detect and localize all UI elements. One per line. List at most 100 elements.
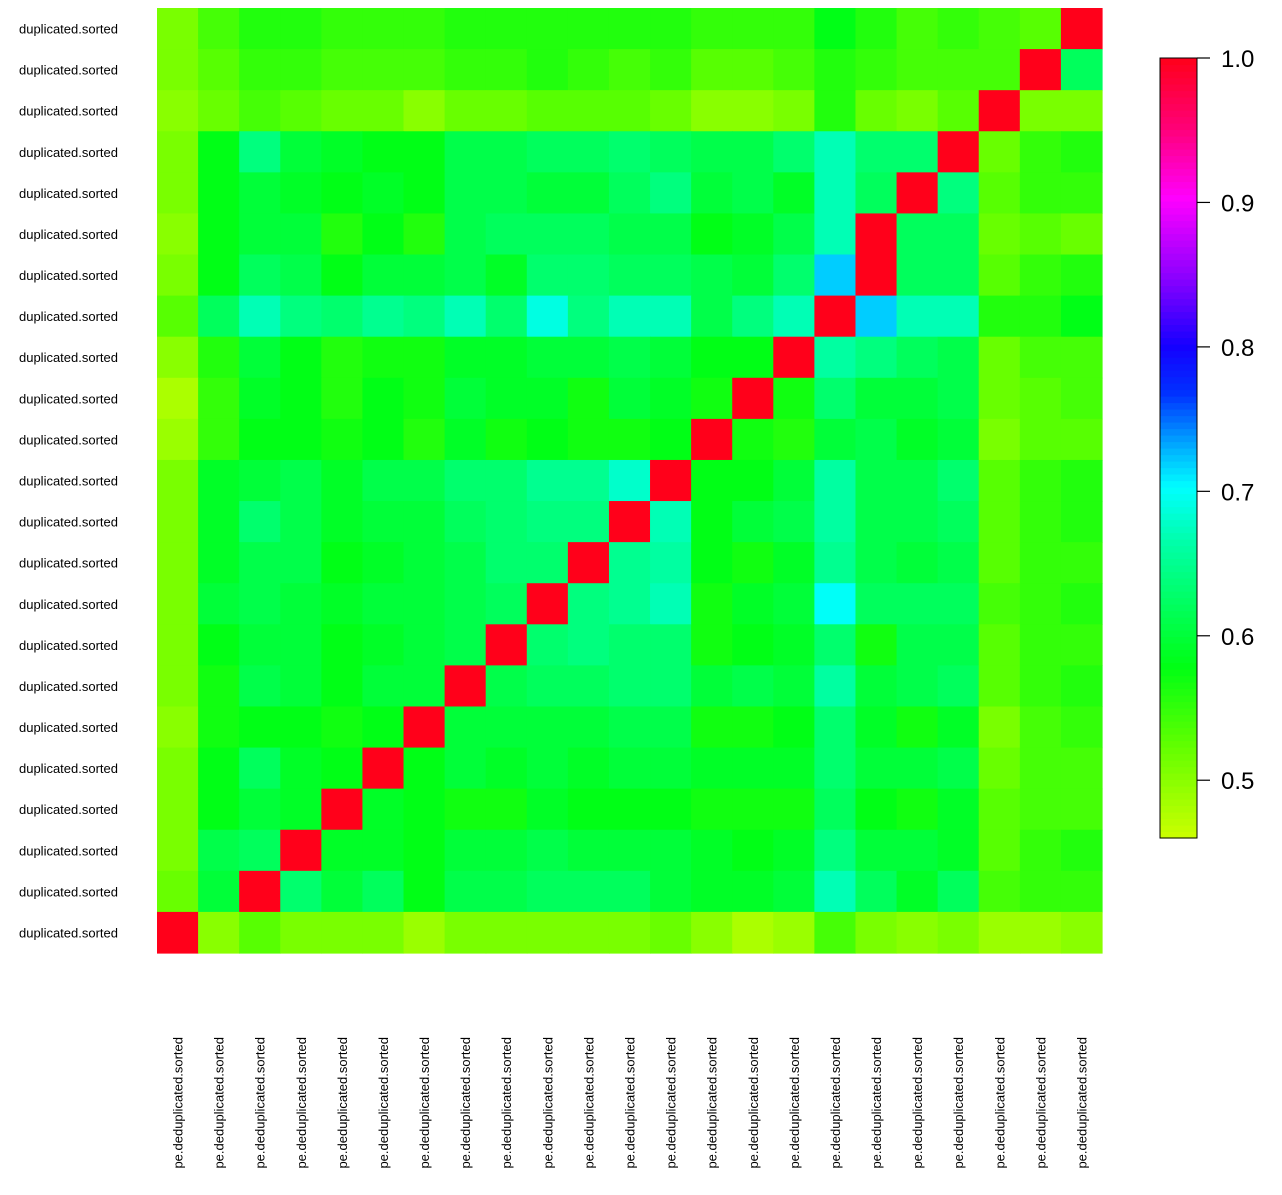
- heatmap-cell: [814, 706, 857, 749]
- color-key-swatch: [1160, 58, 1197, 66]
- heatmap-cell: [937, 131, 980, 173]
- heatmap-cell: [444, 870, 487, 913]
- heatmap-cell: [855, 665, 898, 708]
- color-key-swatch: [1160, 643, 1197, 651]
- color-key-swatch: [1160, 441, 1197, 449]
- heatmap-cell: [937, 583, 980, 625]
- color-key-swatch: [1160, 461, 1197, 469]
- heatmap-cell: [157, 213, 199, 256]
- column-label: pe.deduplicated.sorted: [746, 1037, 761, 1169]
- color-key-swatch: [1160, 279, 1197, 287]
- heatmap-cell: [978, 336, 1021, 379]
- color-key-tick-label: 0.5: [1221, 768, 1254, 795]
- heatmap-cell: [567, 90, 610, 132]
- heatmap-cell: [978, 747, 1021, 790]
- heatmap-cell: [1019, 583, 1062, 625]
- heatmap-cell: [239, 706, 281, 749]
- heatmap-cell: [732, 870, 774, 913]
- color-key-swatch: [1160, 448, 1197, 456]
- heatmap-cell: [280, 49, 322, 91]
- color-key-swatch: [1160, 753, 1197, 761]
- heatmap-cell: [691, 90, 733, 132]
- heatmap-cell: [280, 542, 322, 584]
- row-label: duplicated.sorted: [19, 556, 118, 571]
- heatmap-cell: [485, 870, 528, 913]
- heatmap-cell: [650, 8, 692, 50]
- color-key-swatch: [1160, 818, 1197, 826]
- heatmap-cell: [1019, 747, 1062, 790]
- heatmap-cell: [485, 829, 528, 872]
- heatmap-cell: [280, 870, 322, 913]
- heatmap-cell: [239, 336, 281, 379]
- heatmap-cell: [896, 418, 939, 461]
- heatmap-cell: [280, 747, 322, 790]
- color-key-swatch: [1160, 136, 1197, 144]
- heatmap-cell: [608, 665, 651, 708]
- column-label: pe.deduplicated.sorted: [992, 1037, 1007, 1169]
- heatmap-cell: [362, 172, 405, 215]
- heatmap-cell: [157, 665, 199, 708]
- heatmap-cell: [444, 254, 487, 297]
- color-key-swatch: [1160, 467, 1197, 475]
- heatmap-cell: [608, 788, 651, 831]
- heatmap-cell: [157, 254, 199, 297]
- row-label: duplicated.sorted: [19, 638, 118, 653]
- heatmap-cell: [855, 829, 898, 872]
- heatmap-cell: [855, 418, 898, 461]
- color-key-swatch: [1160, 714, 1197, 722]
- heatmap-cell: [855, 911, 898, 954]
- heatmap-cell: [157, 172, 199, 215]
- heatmap-cell: [814, 49, 857, 91]
- heatmap-cell: [937, 459, 980, 502]
- heatmap-cell: [239, 459, 281, 502]
- heatmap-cell: [526, 747, 569, 790]
- heatmap-cell: [198, 459, 240, 502]
- heatmap-cell: [280, 213, 322, 256]
- heatmap-cell: [608, 8, 651, 50]
- heatmap-cell: [691, 747, 733, 790]
- column-label: pe.deduplicated.sorted: [335, 1037, 350, 1169]
- heatmap-cell: [896, 377, 939, 420]
- column-label: pe.deduplicated.sorted: [1074, 1037, 1089, 1169]
- heatmap-cell: [157, 911, 199, 954]
- heatmap-cell: [362, 706, 405, 749]
- heatmap-cell: [650, 213, 692, 256]
- color-key-swatch: [1160, 773, 1197, 781]
- heatmap-cell: [1019, 870, 1062, 913]
- heatmap-cell: [691, 131, 733, 173]
- color-key-swatch: [1160, 162, 1197, 170]
- color-key-swatch: [1160, 64, 1197, 72]
- color-key-swatch: [1160, 799, 1197, 807]
- heatmap-cell: [1019, 706, 1062, 749]
- heatmap-cell: [444, 747, 487, 790]
- heatmap-cell: [567, 336, 610, 379]
- heatmap-cell: [650, 418, 692, 461]
- heatmap-cell: [280, 911, 322, 954]
- heatmap-cell: [855, 49, 898, 91]
- color-key-swatch: [1160, 636, 1197, 644]
- heatmap-cell: [896, 213, 939, 256]
- heatmap-cell: [773, 542, 815, 584]
- heatmap-cell: [937, 90, 980, 132]
- heatmap-cell: [773, 8, 815, 50]
- color-key-tick-label: 1.0: [1221, 46, 1254, 73]
- heatmap-cell: [855, 131, 898, 173]
- color-key-swatch: [1160, 77, 1197, 85]
- heatmap-cell: [485, 254, 528, 297]
- heatmap-cell: [773, 90, 815, 132]
- heatmap-cell: [198, 418, 240, 461]
- heatmap-cell: [1019, 665, 1062, 708]
- color-key-swatch: [1160, 214, 1197, 222]
- heatmap-cell: [280, 624, 322, 666]
- heatmap-cell: [896, 501, 939, 543]
- heatmap-cell: [773, 747, 815, 790]
- heatmap-cell: [896, 8, 939, 50]
- heatmap-cell: [567, 706, 610, 749]
- heatmap-cell: [567, 377, 610, 420]
- heatmap-cell: [732, 788, 774, 831]
- heatmap-cell: [608, 213, 651, 256]
- heatmap-cell: [650, 49, 692, 91]
- heatmap-cell: [814, 254, 857, 297]
- heatmap-cell: [567, 542, 610, 584]
